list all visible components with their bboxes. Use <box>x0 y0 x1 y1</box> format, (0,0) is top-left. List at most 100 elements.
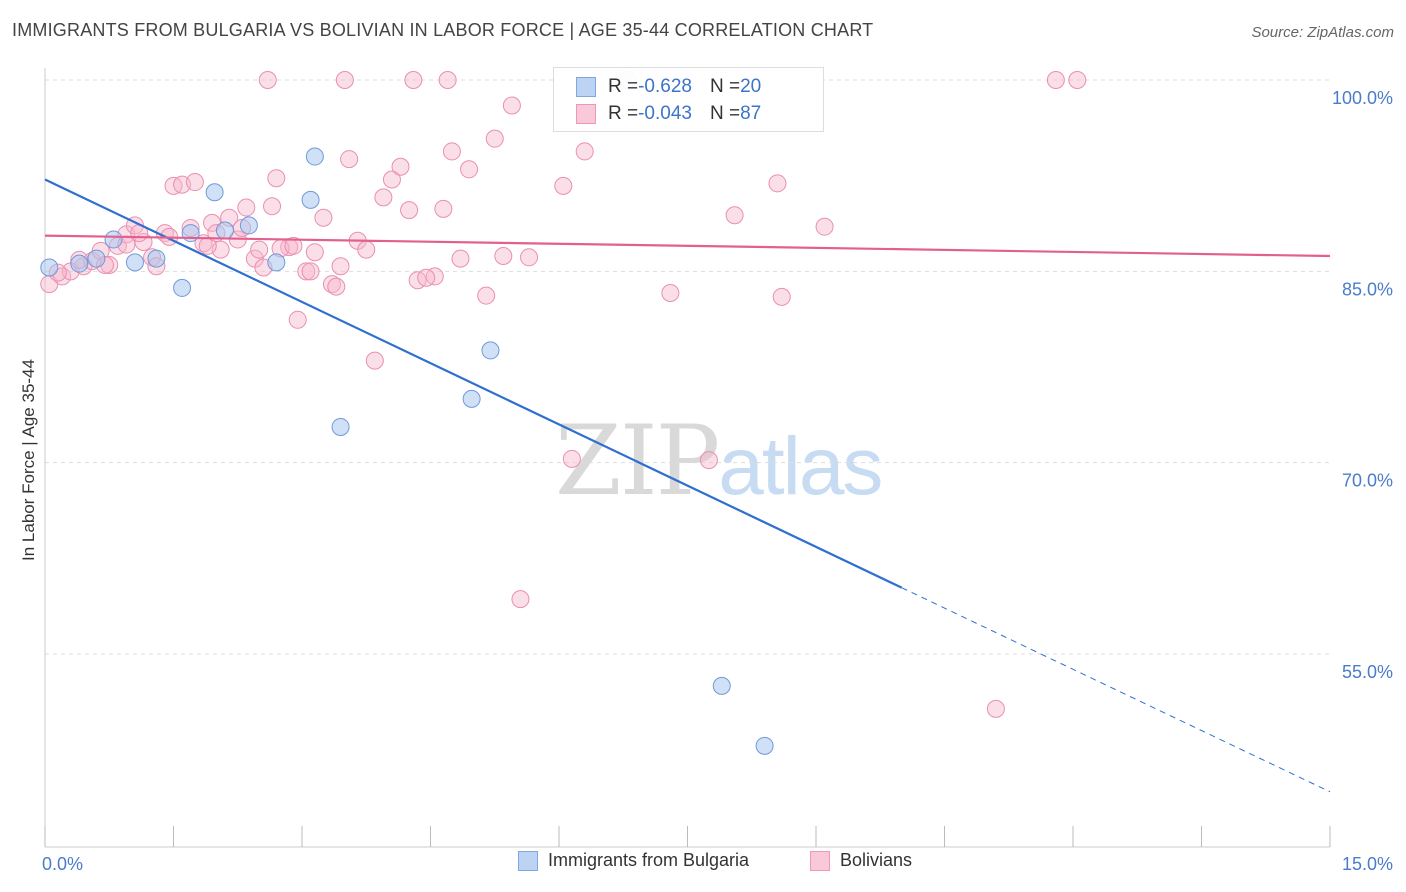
point-bolivians <box>284 236 303 255</box>
point-bolivians <box>494 247 513 266</box>
point-bolivians <box>442 142 461 161</box>
y-tick-label: 85.0% <box>1342 279 1393 299</box>
legend-item-bulgaria: Immigrants from Bulgaria <box>518 850 749 871</box>
point-bolivians <box>301 262 320 281</box>
stats-n-label: N = <box>709 103 741 124</box>
y-tick-label: 100.0% <box>1332 88 1393 108</box>
trendline-bulgaria-extension <box>901 587 1331 793</box>
stats-row-bolivians: R = -0.043 N = 87 <box>576 103 761 125</box>
point-bulgaria <box>712 676 731 695</box>
point-bolivians <box>263 197 282 216</box>
point-bolivians <box>258 71 277 89</box>
legend-swatch-bolivians <box>810 850 830 871</box>
point-bulgaria <box>267 253 286 272</box>
stats-r-value: -0.628 <box>638 76 692 97</box>
point-bulgaria <box>239 216 258 235</box>
stats-row-bulgaria: R = -0.628 N = 20 <box>576 76 761 98</box>
stats-swatch-bolivians <box>576 104 596 124</box>
stats-swatch-bulgaria <box>576 77 596 97</box>
point-bulgaria <box>70 254 89 273</box>
point-bolivians <box>288 310 307 329</box>
x-tick-label: 0.0% <box>42 854 83 874</box>
point-bolivians <box>297 262 316 281</box>
stats-r-label: R = <box>608 76 639 97</box>
point-bulgaria <box>481 341 500 360</box>
point-bolivians <box>502 96 521 115</box>
point-bolivians <box>357 240 376 259</box>
watermark: ZIPatlas <box>555 405 883 517</box>
legend-swatch-bulgaria <box>518 850 538 871</box>
point-bolivians <box>485 129 504 148</box>
point-bulgaria <box>173 278 192 297</box>
point-bolivians <box>267 169 286 188</box>
point-bolivians <box>417 268 436 287</box>
legend-label-bulgaria: Immigrants from Bulgaria <box>548 850 750 870</box>
point-bolivians <box>250 240 269 259</box>
stats-box: R = -0.628 N = 20 R = -0.043 N = 87 <box>553 67 824 132</box>
point-bolivians <box>768 174 787 193</box>
point-bolivians <box>451 249 470 268</box>
point-bolivians <box>335 71 354 89</box>
point-bolivians <box>185 173 204 192</box>
point-bolivians <box>374 188 393 207</box>
stats-r-label: R = <box>608 103 639 124</box>
point-bolivians <box>986 699 1005 718</box>
point-bulgaria <box>147 249 166 268</box>
point-bolivians <box>365 351 384 370</box>
point-bolivians <box>1068 71 1087 89</box>
point-bolivians <box>340 150 359 169</box>
point-bolivians <box>1046 71 1065 89</box>
legend: Immigrants from Bulgaria Bolivians <box>0 850 1406 880</box>
point-bolivians <box>400 201 419 220</box>
legend-label-bolivians: Bolivians <box>840 850 913 870</box>
chart-title: IMMIGRANTS FROM BULGARIA VS BOLIVIAN IN … <box>12 20 874 40</box>
legend-item-bolivians: Bolivians <box>810 850 912 871</box>
point-bolivians <box>562 449 581 468</box>
point-bolivians <box>434 199 453 218</box>
point-bolivians <box>305 243 324 262</box>
point-bolivians <box>575 142 594 161</box>
point-bolivians <box>661 284 680 303</box>
stats-n-value: 87 <box>740 103 762 124</box>
point-bulgaria <box>462 389 481 408</box>
point-bolivians <box>815 217 834 236</box>
y-tick-label: 70.0% <box>1342 471 1393 491</box>
watermark-atlas: atlas <box>718 421 883 512</box>
trendline-bolivians <box>44 234 1331 258</box>
point-bulgaria <box>205 183 224 202</box>
y-tick-label: 55.0% <box>1342 662 1393 682</box>
x-tick-label: 15.0% <box>1342 854 1393 874</box>
trendline-bulgaria <box>44 178 903 589</box>
point-bulgaria <box>305 147 324 166</box>
point-bolivians <box>314 208 333 227</box>
stats-n-value: 20 <box>740 76 762 97</box>
point-bolivians <box>520 248 539 267</box>
point-bolivians <box>237 198 256 217</box>
point-bolivians <box>460 160 479 179</box>
point-bulgaria <box>104 230 123 249</box>
point-bolivians <box>477 286 496 305</box>
point-bolivians <box>725 206 744 225</box>
point-bulgaria <box>301 190 320 209</box>
point-bolivians <box>772 287 791 306</box>
point-bolivians <box>554 176 573 195</box>
stats-r-value: -0.043 <box>638 103 692 124</box>
source-credit: Source: ZipAtlas.com <box>1251 24 1394 41</box>
stats-n-label: N = <box>709 76 741 97</box>
point-bulgaria <box>215 221 234 240</box>
point-bolivians <box>511 590 530 609</box>
point-bolivians <box>438 71 457 89</box>
point-bulgaria <box>755 736 774 755</box>
point-bolivians <box>382 170 401 189</box>
y-axis-label: In Labor Force | Age 35-44 <box>19 359 38 561</box>
point-bulgaria <box>40 258 59 277</box>
point-bolivians <box>331 257 350 276</box>
point-bolivians <box>327 277 346 296</box>
point-bulgaria <box>125 253 144 272</box>
point-bulgaria <box>331 417 350 436</box>
point-bulgaria <box>87 249 106 268</box>
point-bolivians <box>391 157 410 176</box>
point-bolivians <box>699 451 718 470</box>
point-bolivians <box>404 71 423 89</box>
